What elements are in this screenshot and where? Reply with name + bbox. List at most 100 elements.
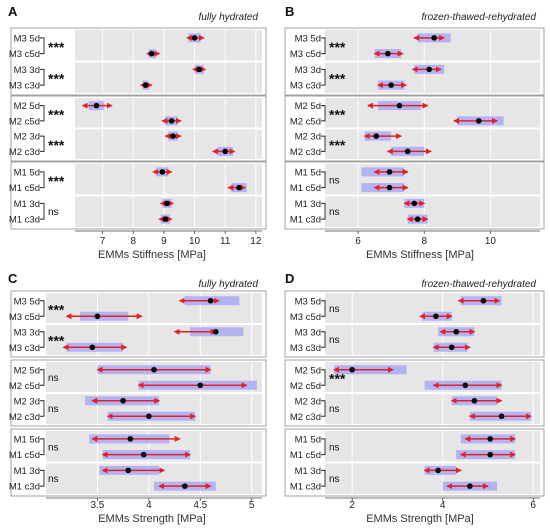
x-axis-title: EMMs Stiffness [MPa] (366, 249, 474, 261)
mean-point (127, 436, 134, 442)
forest-row: M2 c3d (9, 411, 197, 423)
panel-title: frozen-thawed-rehydrated (421, 12, 536, 23)
mean-point (386, 169, 393, 175)
row-label: M1 3d (14, 466, 40, 477)
significance-label: ns (329, 207, 340, 218)
forest-row: M1 3d (14, 465, 166, 477)
significance-label: ns (329, 335, 340, 346)
mean-point (170, 133, 176, 139)
significance-label: *** (329, 70, 346, 86)
pair-bracket (321, 171, 326, 189)
pair-bracket (40, 68, 45, 86)
row-label: M3 c3d (290, 343, 321, 354)
forest-row: M1 c3d (9, 481, 216, 493)
row-label: M2 c3d (290, 412, 321, 423)
significance-label: *** (48, 39, 65, 55)
row-label: M2 3d (295, 396, 321, 407)
block-frame (284, 95, 545, 162)
pair-bracket (40, 202, 45, 220)
row-label: M2 c5d (9, 116, 40, 127)
mean-point (197, 382, 204, 389)
mean-point (191, 35, 198, 41)
mean-point (236, 184, 242, 191)
row-block: M2 5d M2 c5d M2 3d M2 c3d ns ns (9, 359, 267, 427)
forest-row: M1 c3d (290, 214, 429, 226)
row-label: M2 c3d (290, 147, 321, 158)
row-label: M1 c3d (9, 482, 40, 493)
panel-title: fully hydrated (199, 12, 259, 23)
mean-point (487, 451, 494, 458)
pair-bracket (321, 300, 326, 317)
row-block: M2 5d M2 c5d M2 3d M2 c3d *** ns (284, 359, 545, 427)
forest-row: M1 3d (295, 198, 426, 210)
significance-label: *** (48, 106, 65, 122)
mean-point (498, 413, 505, 420)
significance-label: *** (329, 137, 346, 153)
forest-row: M1 3d (295, 465, 462, 477)
forest-row: M2 5d (295, 365, 407, 376)
row-label: M1 3d (295, 466, 321, 477)
pair-bracket (321, 135, 326, 152)
row-block: M1 5d M1 c5d M1 3d M1 c3d *** ns (9, 161, 267, 230)
forest-row: M2 3d (295, 131, 403, 143)
mean-point (480, 297, 487, 304)
pair-bracket (40, 469, 45, 487)
mean-point (487, 436, 494, 442)
x-axis-title: EMMs Stiffness [MPa] (98, 249, 206, 261)
row-label: M3 3d (14, 65, 40, 76)
row-block: M1 5d M1 c5d M1 3d M1 c3d ns ns (9, 428, 267, 497)
forest-row: M1 5d (295, 167, 409, 178)
row-block: M3 5d M3 c5d M3 3d M3 c3d *** *** (9, 27, 267, 96)
mean-point (433, 313, 439, 320)
forest-row: M1 c5d (290, 450, 517, 461)
mean-point (164, 200, 170, 207)
mean-point (142, 82, 149, 88)
row-label: M1 c3d (9, 215, 40, 226)
pair-bracket (321, 202, 326, 220)
forest-row: M3 5d (14, 33, 205, 44)
forest-row: M3 c3d (9, 80, 153, 92)
pair-bracket (40, 105, 45, 122)
mean-point (207, 297, 214, 304)
x-tick-label: 4 (146, 500, 152, 511)
significance-label: ns (48, 474, 59, 485)
row-label: M1 c3d (290, 215, 321, 226)
mean-point (388, 82, 394, 88)
row-label: M2 3d (14, 396, 40, 407)
forest-row: M3 c5d (290, 49, 404, 60)
row-label: M1 5d (295, 167, 321, 178)
significance-label: ns (329, 474, 340, 485)
row-label: M3 3d (14, 327, 40, 338)
panel-letter: B (285, 4, 294, 19)
mean-point (89, 344, 96, 351)
mean-point (168, 118, 175, 124)
x-axis-title: EMMs Strength [MPa] (98, 513, 206, 525)
forest-row: M1 c5d (9, 450, 191, 461)
row-label: M2 5d (295, 365, 321, 376)
mean-point (471, 397, 478, 404)
significance-label: ns (329, 304, 340, 315)
forest-row: M2 c3d (290, 411, 532, 423)
x-tick-label: 11 (220, 236, 231, 247)
mean-point (386, 184, 393, 191)
significance-label: *** (329, 39, 346, 55)
forest-row: M1 3d (14, 198, 175, 210)
forest-row: M2 3d (295, 396, 503, 407)
forest-row: M3 3d (295, 327, 476, 338)
row-label: M2 5d (14, 365, 40, 376)
mean-point (94, 313, 101, 320)
row-label: M3 3d (295, 65, 321, 76)
row-label: M2 c5d (9, 381, 40, 392)
x-tick-label: 4.5 (193, 500, 207, 511)
forest-row: M2 c5d (9, 116, 182, 127)
mean-point (462, 382, 469, 389)
row-block: M2 5d M2 c5d M2 3d M2 c3d *** *** (284, 95, 545, 162)
forest-row: M1 5d (295, 434, 517, 445)
row-label: M1 c5d (9, 450, 40, 461)
x-tick-label: 6 (355, 236, 361, 247)
forest-row: M3 5d (14, 296, 240, 307)
